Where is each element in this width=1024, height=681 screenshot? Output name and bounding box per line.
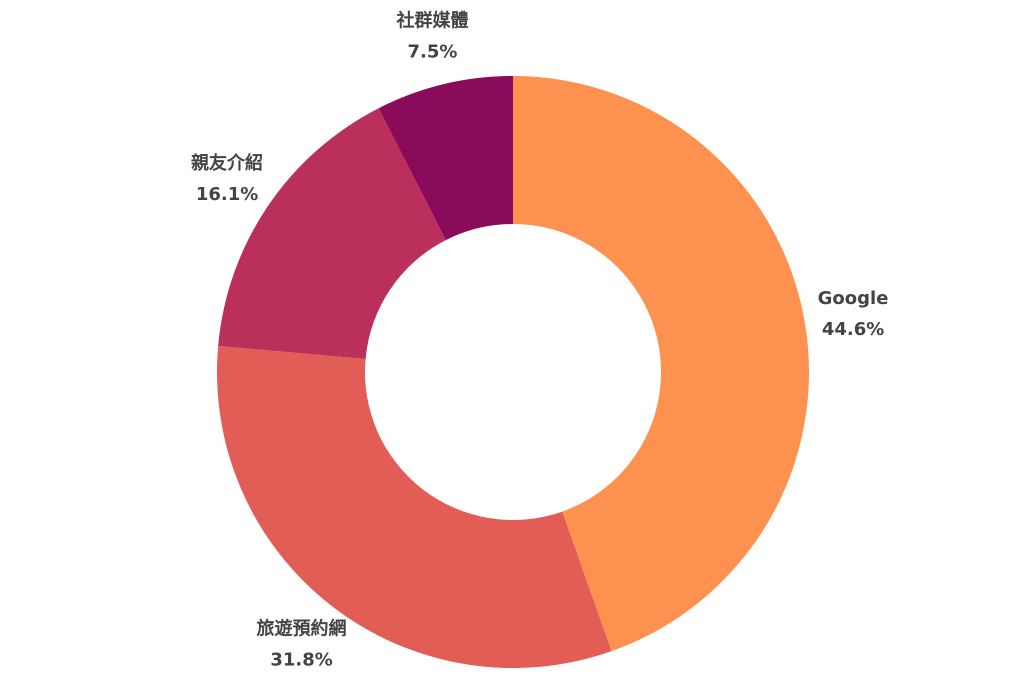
slice bbox=[513, 76, 810, 652]
slice bbox=[378, 76, 513, 241]
slice-label: 親友介紹 bbox=[191, 152, 263, 174]
value-label: 44.6% bbox=[822, 319, 884, 340]
slice-label: 社群媒體 bbox=[396, 10, 468, 32]
slice bbox=[218, 108, 446, 359]
value-label: 16.1% bbox=[196, 184, 258, 205]
slice-label: Google bbox=[818, 288, 889, 309]
slice bbox=[217, 345, 612, 668]
slice-label: 旅遊預約網 bbox=[257, 618, 347, 640]
value-label: 7.5% bbox=[408, 42, 458, 63]
value-label: 31.8% bbox=[270, 650, 332, 671]
